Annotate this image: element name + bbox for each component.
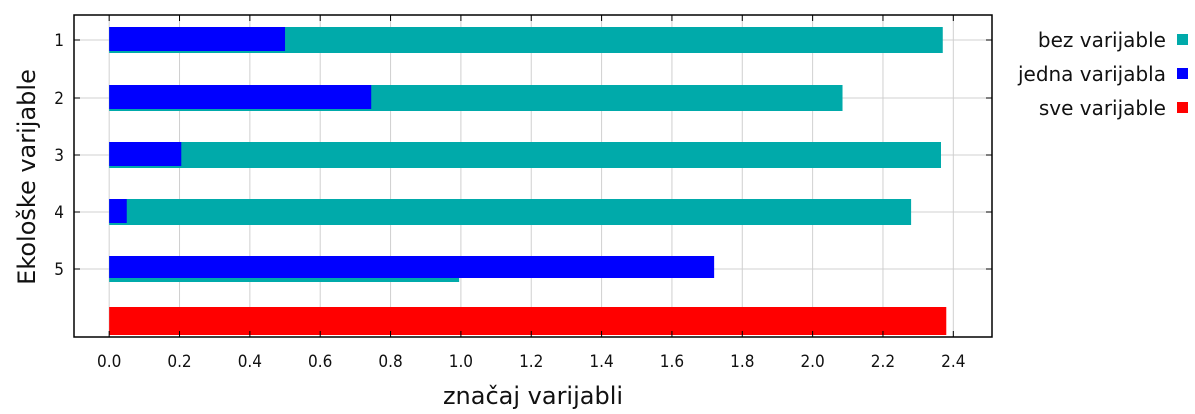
legend-label: jedna varijabla — [1017, 62, 1166, 86]
y-tick-label: 1 — [54, 31, 64, 51]
y-tick-label: 2 — [54, 89, 64, 109]
x-tick-label: 1.6 — [660, 352, 684, 372]
x-axis-ticks: 0.0 0.2 0.4 0.6 0.8 1.0 1.2 1.4 1.6 1.8 2.0 2.2 2.4 — [97, 15, 965, 372]
x-tick-label: 0.0 — [97, 352, 121, 372]
x-axis-label: značaj varijabli — [443, 382, 623, 410]
bar-jedna-varijabla-5 — [109, 256, 715, 278]
legend-swatch — [1177, 34, 1188, 45]
bar-sve-varijable — [109, 307, 947, 335]
y-axis-ticks: 1 2 3 4 5 — [54, 31, 992, 280]
x-tick-label: 0.2 — [167, 352, 191, 372]
y-axis-label: Ekološke varijable — [13, 69, 41, 285]
y-tick-label: 4 — [54, 203, 64, 223]
bar-jedna-varijabla-4 — [109, 199, 127, 223]
x-tick-label: 2.2 — [871, 352, 895, 372]
x-tick-label: 2.0 — [800, 352, 824, 372]
bar-bez-varijable-3 — [109, 142, 941, 168]
x-tick-label: 0.6 — [308, 352, 332, 372]
x-tick-label: 0.8 — [378, 352, 402, 372]
bar-jedna-varijabla-2 — [109, 85, 372, 109]
bars — [109, 27, 947, 335]
x-tick-label: 1.2 — [519, 352, 543, 372]
legend-label: bez varijable — [1038, 28, 1166, 52]
legend-swatch — [1177, 102, 1188, 113]
x-tick-label: 2.4 — [941, 352, 965, 372]
y-tick-label: 3 — [54, 146, 64, 166]
y-tick-label: 5 — [54, 260, 64, 280]
bar-jedna-varijabla-3 — [109, 142, 182, 166]
bar-jedna-varijabla-1 — [109, 27, 286, 51]
legend-label: sve varijable — [1039, 96, 1166, 120]
bar-bez-varijable-4 — [109, 199, 912, 225]
grid-lines — [74, 15, 992, 337]
plot-frame — [73, 14, 993, 338]
x-tick-label: 1.4 — [589, 352, 613, 372]
legend-swatch — [1177, 68, 1188, 79]
x-tick-label: 1.8 — [730, 352, 754, 372]
x-tick-label: 0.4 — [238, 352, 262, 372]
x-tick-label: 1.0 — [449, 352, 473, 372]
legend: bez varijable jedna varijabla sve varijabl… — [1017, 28, 1188, 120]
